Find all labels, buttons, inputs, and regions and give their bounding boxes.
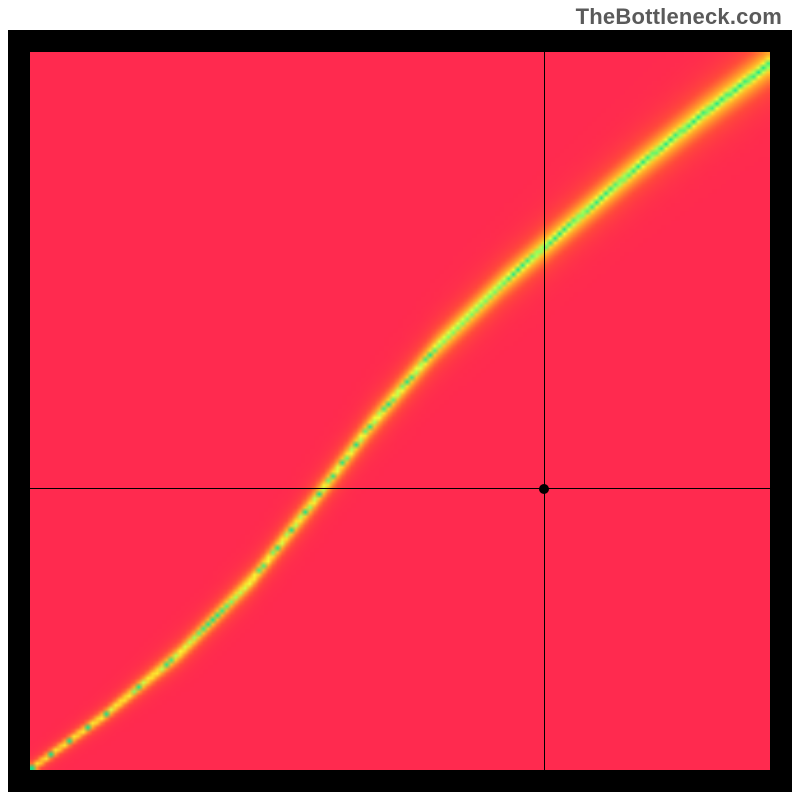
heatmap-canvas — [30, 52, 770, 770]
crosshair-horizontal — [30, 488, 770, 489]
heatmap-plot — [30, 52, 770, 770]
chart-container: TheBottleneck.com — [0, 0, 800, 800]
marker-dot — [539, 484, 549, 494]
crosshair-vertical — [544, 52, 545, 770]
watermark-text: TheBottleneck.com — [576, 4, 782, 30]
